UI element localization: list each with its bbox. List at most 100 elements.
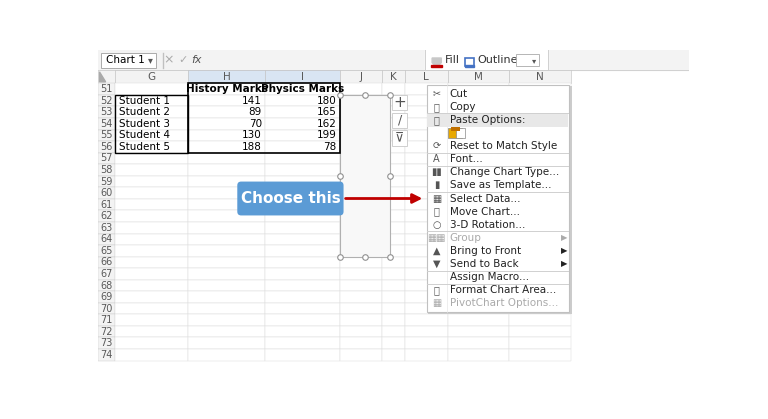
Bar	[98, 280, 115, 291]
Bar	[115, 291, 188, 303]
Text: 53: 53	[100, 107, 113, 117]
Text: ⬜: ⬜	[434, 207, 439, 217]
Text: Format Chart Area...: Format Chart Area...	[450, 285, 556, 295]
Text: ▦: ▦	[432, 298, 442, 308]
Bar	[509, 176, 571, 187]
Bar	[265, 164, 339, 176]
Text: ▦▦: ▦▦	[428, 233, 446, 243]
Bar	[339, 106, 382, 118]
Bar	[188, 337, 265, 349]
Text: K: K	[390, 72, 397, 82]
Text: 🖌: 🖌	[434, 285, 439, 295]
Bar	[382, 95, 406, 106]
Bar	[406, 268, 448, 280]
Bar	[98, 222, 115, 233]
Text: N: N	[536, 72, 544, 82]
Text: PivotChart Options...: PivotChart Options...	[450, 298, 558, 308]
Bar	[382, 257, 406, 268]
Bar	[448, 187, 509, 199]
Bar	[406, 199, 448, 210]
Bar	[392, 95, 408, 110]
Text: 70: 70	[100, 304, 113, 313]
Text: ⧉: ⧉	[434, 102, 439, 112]
Bar	[339, 257, 382, 268]
Bar	[509, 280, 571, 291]
Text: ⧉: ⧉	[434, 115, 439, 125]
Bar	[448, 164, 509, 176]
Text: Move Chart...: Move Chart...	[450, 207, 520, 217]
Bar	[98, 314, 115, 326]
Bar	[406, 95, 448, 106]
Bar	[509, 314, 571, 326]
Bar	[98, 326, 115, 337]
Text: Choose this: Choose this	[240, 191, 340, 206]
Bar	[98, 153, 115, 164]
Bar	[406, 210, 448, 222]
Bar	[448, 106, 509, 118]
Bar	[382, 268, 406, 280]
Text: 72: 72	[100, 327, 113, 337]
Bar	[339, 83, 382, 95]
Text: fx: fx	[191, 55, 202, 65]
Bar	[265, 280, 339, 291]
Bar	[98, 257, 115, 268]
Bar	[188, 314, 265, 326]
Bar	[340, 95, 389, 257]
Bar	[448, 210, 509, 222]
Bar	[448, 337, 509, 349]
Bar	[382, 106, 406, 118]
Text: ▲: ▲	[433, 246, 441, 256]
Bar	[509, 326, 571, 337]
Bar	[451, 127, 460, 131]
Bar	[392, 130, 408, 146]
Bar	[115, 314, 188, 326]
Bar	[265, 118, 339, 129]
Bar	[265, 187, 339, 199]
Bar	[382, 141, 406, 153]
Bar	[382, 199, 406, 210]
Bar	[188, 210, 265, 222]
Bar	[188, 187, 265, 199]
Text: 3-D Rotation...: 3-D Rotation...	[450, 220, 525, 230]
Bar	[98, 95, 115, 106]
Bar	[188, 268, 265, 280]
Text: I: I	[301, 72, 304, 82]
Bar	[509, 210, 571, 222]
Bar	[516, 54, 539, 67]
Bar	[98, 199, 115, 210]
Text: L: L	[423, 72, 429, 82]
Text: 61: 61	[101, 200, 113, 210]
Bar	[188, 245, 265, 257]
Bar	[382, 349, 406, 361]
Polygon shape	[100, 72, 106, 82]
Bar	[115, 164, 188, 176]
Bar	[115, 222, 188, 233]
Bar	[265, 95, 339, 106]
Bar	[406, 257, 448, 268]
Bar	[115, 95, 188, 106]
Text: ▮▮: ▮▮	[432, 167, 442, 177]
Bar	[265, 129, 339, 141]
Bar	[265, 176, 339, 187]
Text: M: M	[474, 72, 483, 82]
Bar	[115, 233, 188, 245]
Text: 165: 165	[316, 107, 336, 117]
Bar	[339, 303, 382, 314]
Bar	[115, 257, 188, 268]
Bar	[115, 129, 188, 141]
Bar	[509, 83, 571, 95]
Bar	[98, 50, 690, 70]
Bar	[339, 164, 382, 176]
Text: 67: 67	[100, 269, 113, 279]
Bar	[382, 210, 406, 222]
Text: ▼: ▼	[433, 259, 441, 269]
Bar	[448, 268, 509, 280]
Bar	[265, 83, 339, 95]
Bar	[382, 233, 406, 245]
Bar	[509, 95, 571, 106]
Text: Send to Back: Send to Back	[450, 259, 518, 269]
Text: Cut: Cut	[450, 89, 468, 99]
Bar	[265, 257, 339, 268]
Bar	[115, 153, 188, 164]
Bar	[188, 233, 265, 245]
